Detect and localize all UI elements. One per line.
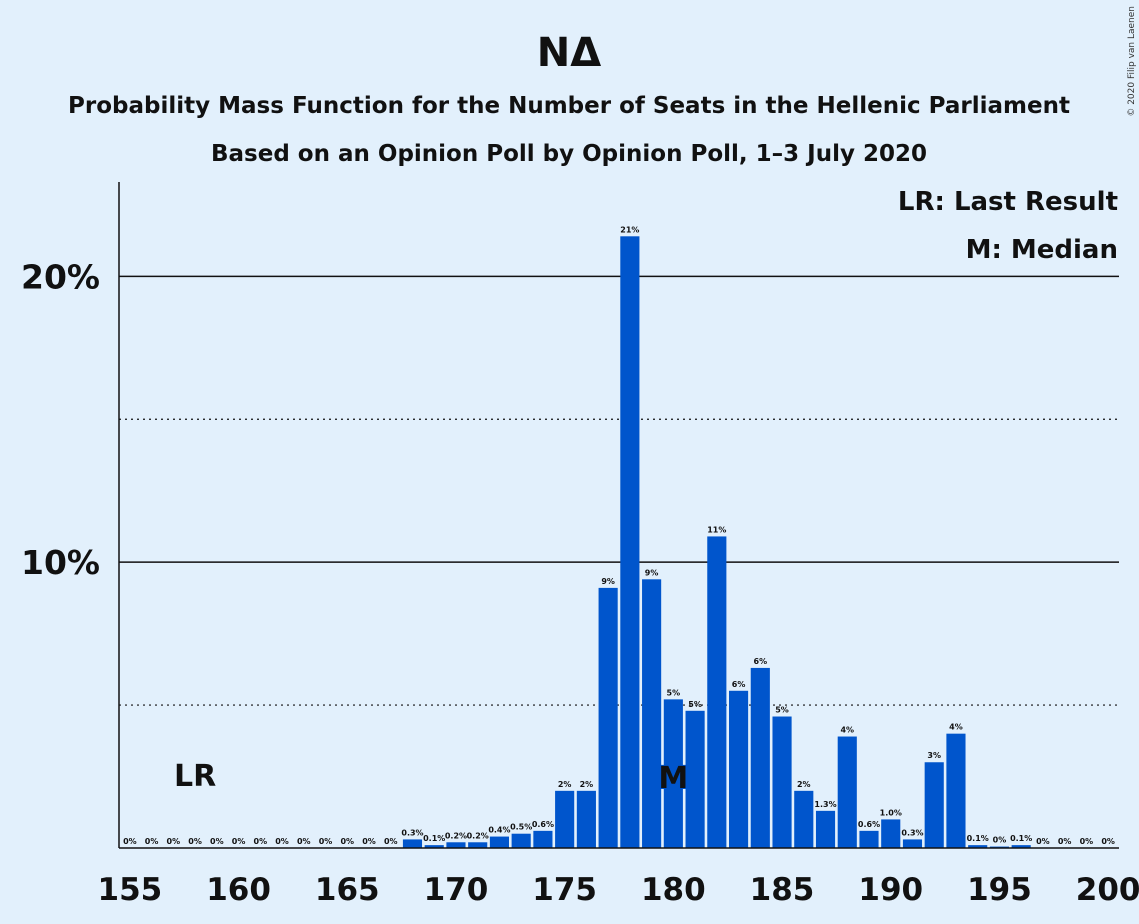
- bar-label-seat-194: 0.1%: [967, 834, 989, 843]
- bar-seat-190: [881, 819, 901, 848]
- bar-label-seat-183: 6%: [732, 680, 746, 689]
- y-tick-label-10: 10%: [21, 543, 100, 582]
- bar-label-seat-162: 0%: [275, 837, 289, 846]
- x-tick-label-160: 160: [206, 872, 271, 908]
- bar-label-seat-193: 4%: [949, 723, 963, 732]
- ticks-layer: 155 160 165 170 175 180 185 190 195 200 10% 20%: [21, 257, 1139, 908]
- bar-label-seat-200: 0%: [1101, 837, 1115, 846]
- bar-label-seat-181: 5%: [688, 700, 702, 709]
- last-result-marker: LR: [174, 759, 216, 794]
- bar-label-seat-169: 0.1%: [423, 834, 445, 843]
- bar-label-seat-171: 0.2%: [467, 831, 489, 840]
- x-tick-label-200: 200: [1076, 872, 1139, 908]
- x-tick-label-175: 175: [532, 872, 597, 908]
- bar-seat-170: [446, 842, 466, 848]
- bar-label-seat-185: 5%: [775, 706, 789, 715]
- x-tick-label-170: 170: [424, 872, 489, 908]
- bar-label-seat-173: 0.5%: [510, 823, 532, 832]
- bar-label-seat-158: 0%: [188, 837, 202, 846]
- bar-label-seat-179: 9%: [645, 568, 659, 577]
- bar-seat-191: [902, 839, 923, 848]
- bar-seat-173: [511, 833, 531, 848]
- bar-seat-186: [794, 790, 814, 848]
- bar-label-seat-164: 0%: [319, 837, 333, 846]
- bar-label-seat-187: 1.3%: [814, 800, 836, 809]
- bar-label-seat-168: 0.3%: [401, 828, 423, 837]
- bar-label-seat-172: 0.4%: [488, 826, 510, 835]
- x-tick-label-190: 190: [858, 872, 923, 908]
- bar-seat-179: [642, 579, 662, 848]
- bar-seat-193: [946, 733, 966, 848]
- bar-label-seat-186: 2%: [797, 780, 811, 789]
- bar-label-seat-174: 0.6%: [532, 820, 554, 829]
- bar-label-seat-159: 0%: [210, 837, 224, 846]
- grid-layer: [119, 275, 1119, 706]
- bar-label-seat-178: 21%: [620, 225, 639, 234]
- bars-layer: [402, 236, 1031, 848]
- bar-label-seat-189: 0.6%: [858, 820, 880, 829]
- bar-label-seat-177: 9%: [601, 577, 615, 586]
- bar-label-seat-157: 0%: [167, 837, 181, 846]
- bar-seat-192: [924, 762, 944, 848]
- bar-seat-168: [402, 839, 423, 848]
- bar-seat-180: [663, 699, 683, 848]
- bar-label-seat-165: 0%: [340, 837, 354, 846]
- bar-seat-176: [576, 790, 596, 848]
- bar-label-seat-182: 11%: [707, 525, 726, 534]
- legend-last-result: LR: Last Result: [898, 187, 1118, 217]
- bar-label-seat-175: 2%: [558, 780, 572, 789]
- chart-title: ΝΔ: [537, 30, 601, 76]
- bar-labels-layer: 0% 0% 0% 0% 0% 0% 0% 0% 0% 0% 0% 0% 0%0.3%0.1% 0.2% 0.…: [123, 225, 1115, 846]
- bar-label-seat-184: 6%: [754, 657, 768, 666]
- bar-seat-174: [533, 830, 553, 848]
- copyright-text: © 2020 Filip van Laenen: [1127, 6, 1137, 117]
- bar-label-seat-198: 0%: [1058, 837, 1072, 846]
- bar-label-seat-160: 0%: [232, 837, 246, 846]
- x-tick-label-165: 165: [315, 872, 380, 908]
- bar-label-seat-190: 1.0%: [880, 808, 902, 817]
- bar-seat-177: [598, 587, 618, 848]
- x-tick-label-185: 185: [750, 872, 815, 908]
- bar-label-seat-180: 5%: [667, 688, 681, 697]
- bar-seat-178: [620, 236, 640, 848]
- bar-seat-187: [815, 810, 836, 848]
- legend-median: M: Median: [966, 235, 1118, 265]
- y-tick-label-20: 20%: [21, 257, 100, 296]
- bar-seat-189: [859, 830, 879, 848]
- bar-seat-183: [729, 690, 749, 848]
- chart-subtitle-line1: Probability Mass Function for the Number…: [68, 93, 1070, 119]
- bar-label-seat-155: 0%: [123, 837, 137, 846]
- x-tick-label-155: 155: [98, 872, 163, 908]
- bar-seat-194: [968, 845, 988, 848]
- bar-seat-196: [1011, 845, 1031, 848]
- bar-label-seat-166: 0%: [362, 837, 376, 846]
- bar-seat-175: [555, 790, 575, 848]
- bar-seat-185: [772, 716, 792, 848]
- bar-label-seat-191: 0.3%: [901, 828, 923, 837]
- bar-label-seat-167: 0%: [384, 837, 398, 846]
- bar-label-seat-199: 0%: [1080, 837, 1094, 846]
- bar-seat-182: [707, 536, 727, 848]
- bar-label-seat-197: 0%: [1036, 837, 1050, 846]
- median-marker: M: [658, 761, 688, 796]
- bar-label-seat-196: 0.1%: [1010, 834, 1032, 843]
- bar-label-seat-161: 0%: [254, 837, 268, 846]
- bar-label-seat-163: 0%: [297, 837, 311, 846]
- bar-seat-172: [489, 836, 509, 848]
- bar-label-seat-195: 0%: [993, 836, 1007, 845]
- bar-seat-181: [685, 710, 705, 848]
- x-tick-label-180: 180: [641, 872, 706, 908]
- bar-label-seat-156: 0%: [145, 837, 159, 846]
- chart-subtitle-line2: Based on an Opinion Poll by Opinion Poll…: [211, 141, 927, 167]
- bar-seat-169: [424, 845, 444, 848]
- bar-label-seat-170: 0.2%: [445, 831, 467, 840]
- bar-label-seat-176: 2%: [580, 780, 594, 789]
- bar-seat-188: [837, 736, 857, 848]
- bar-seat-184: [750, 667, 770, 848]
- bar-seat-171: [468, 842, 488, 848]
- bar-label-seat-192: 3%: [927, 751, 941, 760]
- x-tick-label-195: 195: [967, 872, 1032, 908]
- bar-label-seat-188: 4%: [840, 726, 854, 735]
